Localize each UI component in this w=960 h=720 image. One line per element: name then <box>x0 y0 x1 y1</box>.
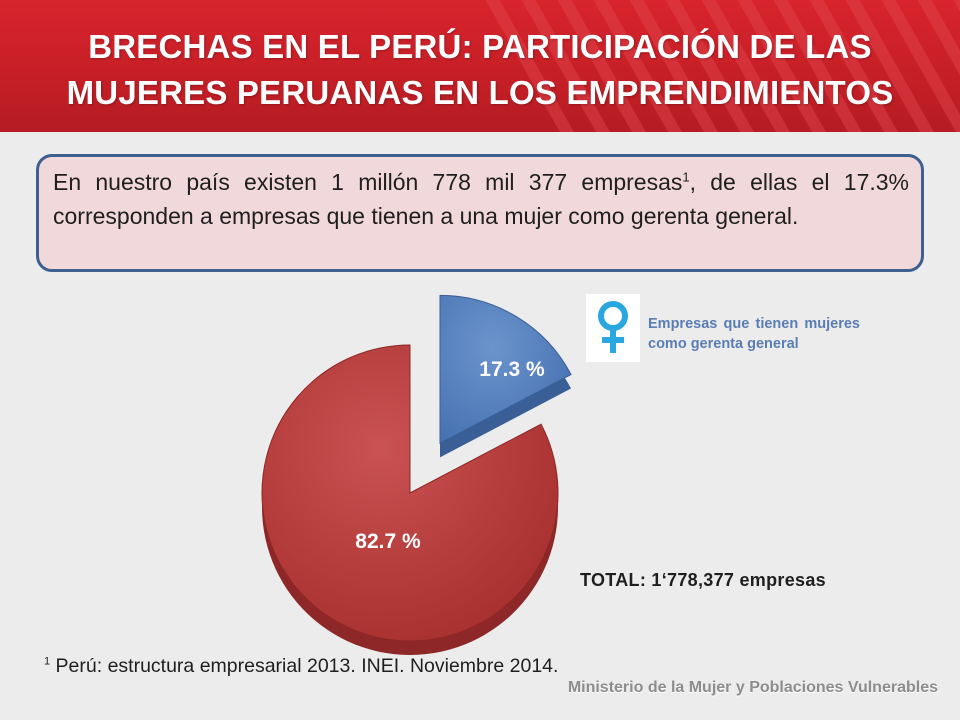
header-stripe <box>665 0 754 132</box>
pie-slice-women <box>439 294 572 445</box>
ministry-logo-text: Ministerio de la Mujer y Poblaciones Vul… <box>567 679 938 696</box>
total-label: TOTAL: 1‘778,377 empresas <box>580 570 826 590</box>
intro-footnote-ref: 1 <box>682 169 690 185</box>
header-stripe <box>809 0 898 132</box>
footnote: 1 Perú: estructura empresarial 2013. INE… <box>44 655 558 678</box>
header-stripe <box>917 0 960 76</box>
footnote-text: Perú: estructura empresarial 2013. INEI.… <box>50 655 559 677</box>
intro-text: En nuestro país existen 1 millón 778 mil… <box>53 169 683 195</box>
header-stripe <box>881 0 960 132</box>
female-symbol-icon <box>598 301 628 353</box>
header-stripe <box>953 0 960 12</box>
data-label-women: 17.3 % <box>479 358 545 381</box>
header-pattern <box>485 0 960 132</box>
intro-text-box: En nuestro país existen 1 millón 778 mil… <box>36 154 924 272</box>
footnote-marker: 1 <box>44 655 51 668</box>
legend-marker <box>586 294 640 362</box>
header-stripe <box>593 0 682 132</box>
header-stripe <box>485 0 574 132</box>
intro-text-continued: , de ellas el 17.3% corresponden a empre… <box>53 169 910 229</box>
legend-label: Empresas que tienen mujeres como gerenta… <box>648 316 860 352</box>
data-label-others: 82.7 % <box>355 530 421 553</box>
header-stripe <box>773 0 862 132</box>
header-stripe <box>557 0 646 132</box>
header-banner: BRECHAS EN EL PERÚ: PARTICIPACIÓN DE LAS… <box>0 0 960 132</box>
title-line-2: MUJERES PERUANAS EN LOS EMPRENDIMIENTOS <box>66 74 894 111</box>
header-stripe <box>629 0 718 132</box>
page-title: BRECHAS EN EL PERÚ: PARTICIPACIÓN DE LAS… <box>0 24 960 116</box>
header-stripe <box>845 0 934 132</box>
header-stripe <box>701 0 790 132</box>
header-stripe <box>737 0 826 132</box>
title-line-1: BRECHAS EN EL PERÚ: PARTICIPACIÓN DE LAS <box>88 28 872 65</box>
pie-slice-others <box>261 344 559 642</box>
header-stripe <box>521 0 610 132</box>
